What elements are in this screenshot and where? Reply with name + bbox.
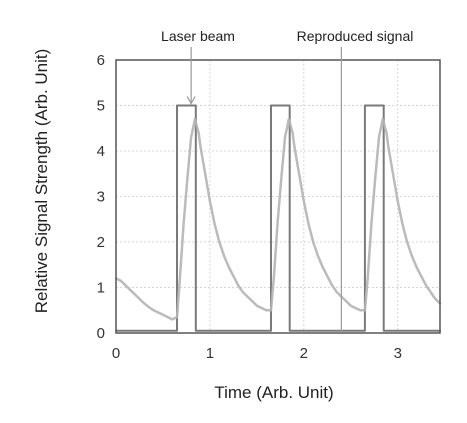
grid	[115, 59, 440, 334]
y-tick-label-6: 6	[97, 52, 105, 69]
y-tick-label-4: 4	[97, 143, 105, 160]
x-axis-label: Time (Arb. Unit)	[214, 383, 333, 402]
annotation-label-1: Reproduced signal	[297, 28, 414, 44]
series-group	[114, 104, 442, 332]
annotations: Laser beam Reproduced signal	[161, 28, 413, 331]
y-tick-label-3: 3	[97, 189, 105, 206]
x-tick-label-3: 3	[394, 345, 402, 362]
y-tick-label-1: 1	[97, 280, 105, 297]
y-tick-label-5: 5	[97, 98, 105, 115]
x-tick-label-1: 1	[206, 345, 214, 362]
reproduced-signal-series	[114, 117, 442, 321]
x-tick-label-2: 2	[300, 345, 308, 362]
tick-labels: 0 1 2 3 4 5 6 0 1 2 3	[97, 52, 402, 362]
plot-frame	[115, 59, 441, 334]
y-axis-label: Relative Signal Strength (Arb. Unit)	[32, 49, 51, 314]
annotation-label-0: Laser beam	[161, 28, 235, 44]
x-tick-label-0: 0	[112, 345, 120, 362]
y-tick-label-2: 2	[97, 234, 105, 251]
annotation-arrowhead-0	[186, 96, 196, 105]
y-tick-label-0: 0	[97, 325, 105, 342]
laser-beam-series	[115, 104, 441, 332]
